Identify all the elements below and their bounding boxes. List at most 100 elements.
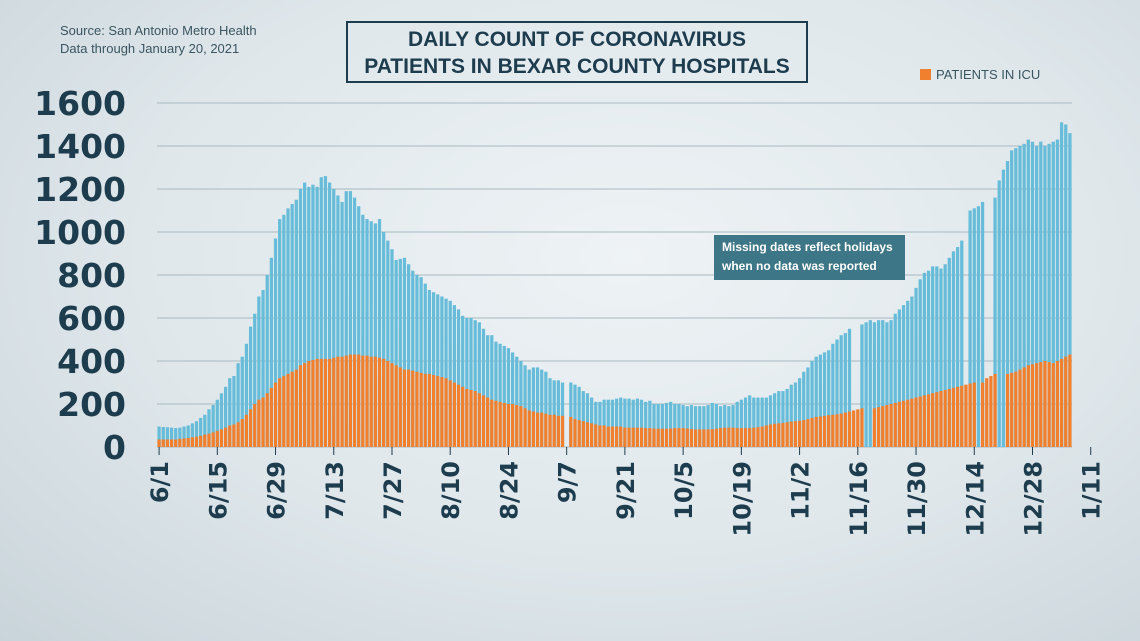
icu-bar [365,355,369,448]
icu-bar [544,413,548,447]
icu-bar [793,421,798,447]
legend-swatch-icu [920,69,931,80]
icu-bar [261,397,265,447]
icu-bar [1039,362,1043,447]
total-bar [228,378,232,447]
total-bar [286,208,290,447]
total-bar [502,345,506,447]
total-bar [352,197,357,447]
y-tick-label: 0 [103,428,126,467]
icu-bar [735,428,739,447]
icu-bar [598,425,602,447]
total-bar [232,376,236,447]
icu-bar [369,356,373,447]
total-bar [357,206,361,447]
total-bar [610,399,615,447]
icu-bar [619,426,623,447]
icu-bar [498,401,502,447]
total-bar [165,427,170,447]
icu-bar [411,370,415,447]
total-bar [344,191,348,447]
total-bar [702,406,706,447]
x-tick-label: 11/2 [787,461,815,520]
icu-bar [773,423,777,447]
icu-bar [926,394,931,447]
icu-bar [664,428,669,447]
y-tick-label: 800 [57,256,126,295]
total-bar [943,264,947,447]
icu-bar [1035,363,1039,447]
icu-bar [797,420,802,447]
total-bar [207,409,211,448]
total-bar [664,402,669,447]
icu-bar [477,393,481,447]
icu-bar [265,393,269,447]
total-bar [452,305,456,447]
total-bar [901,305,906,447]
total-bar [161,427,165,447]
total-bar [1001,169,1005,447]
total-bar [652,404,656,447]
icu-bar [560,415,565,447]
x-tick-label: 6/1 [146,461,174,503]
total-bar [1064,124,1068,447]
icu-bar [253,404,257,447]
icu-bar [1018,369,1022,447]
total-bar [885,322,889,447]
icu-bar [739,428,743,447]
icu-bar [182,438,186,447]
icu-bar [211,432,215,447]
total-bar [677,404,681,447]
total-bar [897,309,902,447]
total-bar [382,232,386,447]
total-bar [461,315,465,447]
icu-bar [922,395,926,447]
total-bar [685,406,689,447]
total-bar [876,320,881,447]
total-bar [1022,143,1026,447]
total-bar [648,400,652,447]
icu-bar [178,438,182,447]
icu-bar [835,414,839,447]
y-tick-label: 1400 [34,127,126,166]
total-bar [544,371,548,447]
total-bar [639,399,644,447]
icu-bar [535,412,540,447]
total-bar [178,427,182,447]
icu-bar [781,422,785,447]
total-bar [552,380,556,447]
total-bar [398,258,402,448]
total-bar [240,356,244,447]
total-bar [764,397,768,447]
icu-bar [768,424,773,447]
total-bar [806,367,810,447]
icu-bar [698,429,702,447]
total-bar [827,350,831,447]
icu-bar [207,433,211,447]
icu-bar [785,422,789,447]
total-bar [752,397,756,447]
total-bar [926,270,931,447]
icu-bar [548,414,552,447]
missing-dates-note: Missing dates reflect holidays when no d… [714,235,905,280]
icu-bar [194,436,199,447]
total-bar [1035,146,1039,447]
total-bar [644,401,648,447]
icu-bar [810,417,814,447]
total-bar [577,386,581,447]
x-tick-label: 8/10 [437,461,465,520]
total-bar [910,296,914,447]
total-bar [573,384,577,447]
icu-bar [1026,365,1030,447]
total-bar [1059,122,1064,447]
icu-bar [515,405,519,447]
total-bar [881,320,885,447]
icu-bar [847,411,852,447]
icu-bar [377,357,382,447]
total-bar [373,223,377,447]
total-bar [606,399,610,447]
total-bar [1055,139,1060,448]
x-tick-label: 10/5 [670,461,698,520]
total-bar [490,335,494,447]
total-bar [315,186,319,447]
